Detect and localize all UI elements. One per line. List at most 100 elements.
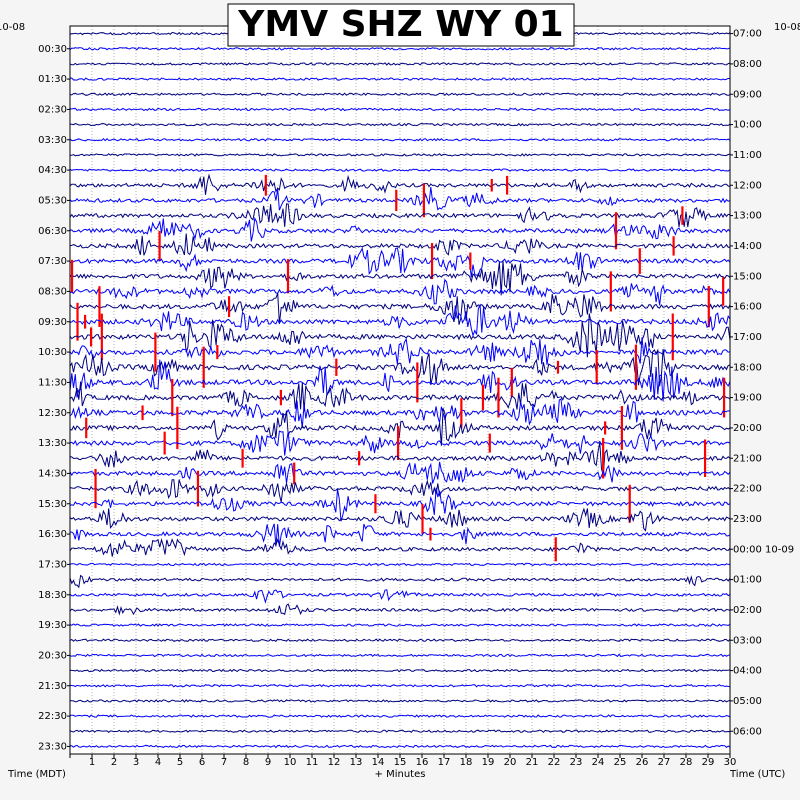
trace-row xyxy=(69,653,731,658)
trace-row xyxy=(69,122,731,127)
left-time-label: 00:30 xyxy=(38,44,67,55)
x-tick-label: 3 xyxy=(133,757,139,768)
right-time-label: 14:00 xyxy=(733,241,762,252)
chart-title: YMV SHZ WY 01 xyxy=(237,4,563,45)
x-tick-label: 20 xyxy=(504,757,517,768)
trace-row xyxy=(69,359,731,402)
trace-row xyxy=(69,107,731,112)
trace-row xyxy=(69,92,731,97)
right-time-label: 19:00 xyxy=(733,393,762,404)
trace-row xyxy=(69,623,731,627)
trace-row xyxy=(69,398,731,428)
right-time-label: 00:00 10-09 xyxy=(733,544,794,555)
left-time-label: 03:30 xyxy=(38,135,67,146)
left-time-label: 16:30 xyxy=(38,529,67,540)
left-time-label: 04:30 xyxy=(38,165,67,176)
x-tick-label: 15 xyxy=(394,757,407,768)
x-tick-label: 22 xyxy=(548,757,561,768)
right-time-label: 21:00 xyxy=(733,453,762,464)
right-time-label: 16:00 xyxy=(733,302,762,313)
trace-row xyxy=(69,574,731,589)
trace-row xyxy=(69,523,731,547)
right-time-label: 05:00 xyxy=(733,696,762,707)
x-tick-label: 21 xyxy=(526,757,539,768)
left-time-labels: 00:30 01:30 02:30 03:30 04:30 05:30 06:30 07:30… xyxy=(38,44,70,752)
right-time-label: 04:00 xyxy=(733,666,762,677)
trace-row xyxy=(69,137,731,142)
x-tick-label: 26 xyxy=(636,757,649,768)
tick-marks xyxy=(69,754,731,758)
x-tick-label: 6 xyxy=(199,757,205,768)
right-time-label: 13:00 xyxy=(733,211,762,222)
left-time-label: 22:30 xyxy=(38,711,67,722)
trace-row xyxy=(69,247,731,278)
x-tick-label: 25 xyxy=(614,757,627,768)
x-tick-label: 27 xyxy=(658,757,671,768)
x-tick-label: 8 xyxy=(243,757,249,768)
left-time-label: 17:30 xyxy=(38,559,67,570)
right-time-label: 23:00 xyxy=(733,514,762,525)
left-time-label: 21:30 xyxy=(38,681,67,692)
x-tick-label: 28 xyxy=(680,757,693,768)
right-time-label: 01:00 xyxy=(733,575,762,586)
trace-row xyxy=(70,153,731,157)
left-time-label: 11:30 xyxy=(38,377,67,388)
date-right: 10-08 xyxy=(774,22,800,33)
right-time-label: 06:00 xyxy=(733,726,762,737)
x-tick-label: 16 xyxy=(416,757,429,768)
x-tick-label: 24 xyxy=(592,757,605,768)
x-tick-label: 29 xyxy=(702,757,715,768)
trace-row xyxy=(69,589,731,604)
trace-row xyxy=(69,173,731,195)
x-tick-label: 30 xyxy=(724,757,737,768)
trace-row xyxy=(69,537,731,557)
y-axis-right-label: Time (UTC) xyxy=(729,769,785,780)
left-time-label: 06:30 xyxy=(38,226,67,237)
trace-row xyxy=(69,303,731,338)
right-time-labels: 07:00 08:00 09:00 10:00 11:00 12:00 13:00 14:00… xyxy=(730,29,794,737)
trace-row xyxy=(69,603,731,616)
trace-row xyxy=(69,668,731,673)
trace-row xyxy=(69,461,731,484)
left-time-label: 07:30 xyxy=(38,256,67,267)
left-time-label: 23:30 xyxy=(38,741,67,752)
x-tick-label: 19 xyxy=(482,757,495,768)
x-tick-label: 12 xyxy=(328,757,341,768)
trace-row xyxy=(69,408,731,446)
grid xyxy=(70,26,730,754)
trace-row xyxy=(69,381,731,412)
trace-row xyxy=(70,278,731,306)
seismic-traces xyxy=(69,31,731,749)
y-axis-left-label: Time (MDT) xyxy=(7,769,66,780)
trace-row xyxy=(69,442,731,475)
right-time-label: 22:00 xyxy=(733,484,762,495)
right-time-label: 17:00 xyxy=(733,332,762,343)
x-tick-label: 7 xyxy=(221,757,227,768)
trace-row xyxy=(69,77,731,81)
trace-row xyxy=(69,313,731,358)
x-tick-label: 4 xyxy=(155,757,161,768)
left-time-label: 19:30 xyxy=(38,620,67,631)
left-time-label: 15:30 xyxy=(38,499,67,510)
right-time-label: 20:00 xyxy=(733,423,762,434)
right-time-label: 18:00 xyxy=(733,362,762,373)
x-tick-label: 18 xyxy=(460,757,473,768)
trace-row xyxy=(70,744,731,749)
date-left: 10-08 xyxy=(0,22,25,33)
trace-row xyxy=(69,337,731,365)
trace-row xyxy=(69,168,731,172)
right-time-label: 12:00 xyxy=(733,180,762,191)
trace-row xyxy=(69,562,731,567)
title-box xyxy=(227,3,575,47)
x-tick-label: 14 xyxy=(372,757,385,768)
trace-row xyxy=(69,62,731,66)
left-time-label: 18:30 xyxy=(38,590,67,601)
right-time-label: 11:00 xyxy=(733,150,762,161)
left-time-label: 02:30 xyxy=(38,104,67,115)
x-tick-label: 11 xyxy=(306,757,319,768)
x-tick-label: 23 xyxy=(570,757,583,768)
left-time-label: 08:30 xyxy=(38,286,67,297)
x-tick-labels: 1 2 3 4 5 6 7 8 9 10 11 12 13 14 15 16 17 18 19 20 21 22 23 24 2… xyxy=(89,757,737,768)
right-time-label: 10:00 xyxy=(733,120,762,131)
